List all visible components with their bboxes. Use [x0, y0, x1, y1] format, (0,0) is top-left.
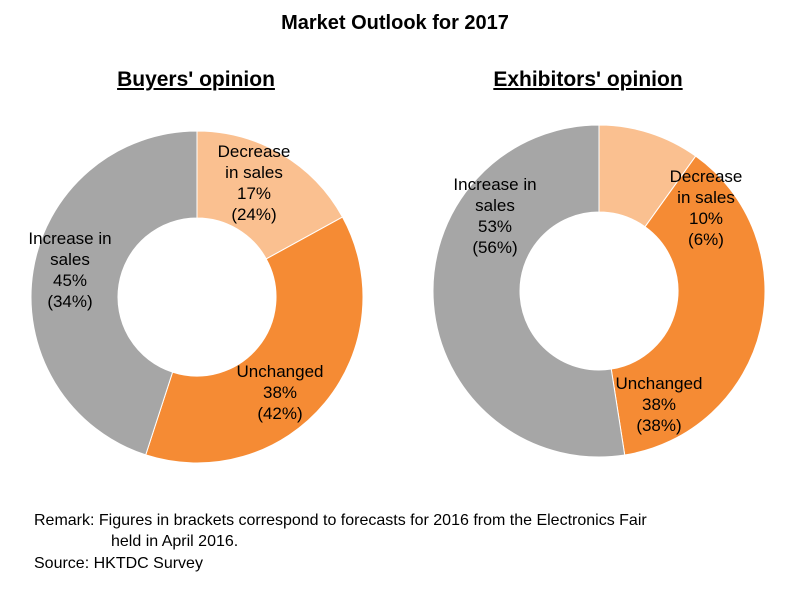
exhibitors-label-increase-in-sales-line: (56%): [472, 238, 517, 257]
exhibitors-slice-increase-in-sales: [432, 124, 626, 458]
exhibitors-label-decrease-in-sales: Decrease in sales 10% (6%): [670, 167, 743, 249]
buyers-chart-title: Buyers' opinion: [117, 68, 275, 91]
buyers-label-unchanged: Unchanged 38% (42%): [237, 362, 324, 423]
buyers-label-decrease-in-sales-line: (24%): [231, 205, 276, 224]
exhibitors-label-decrease-in-sales-line: 10%: [689, 209, 723, 228]
exhibitors-label-decrease-in-sales-line: in sales: [677, 188, 735, 207]
buyers-label-unchanged-line: (42%): [257, 404, 302, 423]
buyers-label-increase-in-sales-line: sales: [50, 250, 90, 269]
buyers-label-decrease-in-sales-line: Decrease: [218, 142, 291, 161]
remark-text-line1: Figures in brackets correspond to foreca…: [98, 512, 647, 529]
buyers-label-unchanged-line: 38%: [263, 383, 297, 402]
remark-text-line2: held in April 2016.: [111, 533, 239, 550]
exhibitors-chart-title: Exhibitors' opinion: [493, 68, 683, 91]
remark-label: Remark:: [34, 512, 95, 529]
exhibitors-label-unchanged-line: 38%: [642, 395, 676, 414]
buyers-slice-unchanged: [145, 216, 364, 464]
buyers-label-unchanged-line: Unchanged: [237, 362, 324, 381]
buyers-label-decrease-in-sales-line: in sales: [225, 163, 283, 182]
buyers-slice-decrease-in-sales: [196, 130, 344, 260]
exhibitors-slice-unchanged: [610, 155, 766, 456]
buyers-label-increase-in-sales: Increase in sales 45% (34%): [28, 229, 111, 311]
buyers-label-decrease-in-sales-line: 17%: [237, 184, 271, 203]
source-note: Source: HKTDC Survey: [34, 555, 203, 572]
chart-title: Market Outlook for 2017: [281, 12, 509, 34]
exhibitors-donut: Decrease in sales 10% (6%) Unchanged 38% (38%)…: [432, 124, 766, 458]
exhibitors-label-unchanged-line: (38%): [636, 416, 681, 435]
exhibitors-label-increase-in-sales-line: 53%: [478, 217, 512, 236]
buyers-label-increase-in-sales-line: 45%: [53, 271, 87, 290]
buyers-label-increase-in-sales-line: (34%): [47, 292, 92, 311]
exhibitors-label-increase-in-sales: Increase in sales 53% (56%): [453, 175, 536, 257]
exhibitors-label-decrease-in-sales-line: (6%): [688, 230, 724, 249]
exhibitors-label-increase-in-sales-line: sales: [475, 196, 515, 215]
exhibitors-label-unchanged-line: Unchanged: [616, 374, 703, 393]
exhibitors-label-increase-in-sales-line: Increase in: [453, 175, 536, 194]
buyers-slice-increase-in-sales: [30, 130, 198, 456]
buyers-label-decrease-in-sales: Decrease in sales 17% (24%): [218, 142, 291, 224]
remark-note: Remark: Figures in brackets correspond t…: [34, 510, 774, 552]
buyers-label-increase-in-sales-line: Increase in: [28, 229, 111, 248]
exhibitors-label-decrease-in-sales-line: Decrease: [670, 167, 743, 186]
exhibitors-label-unchanged: Unchanged 38% (38%): [616, 374, 703, 435]
buyers-donut: Decrease in sales 17% (24%) Unchanged 38% (42%…: [28, 130, 364, 464]
